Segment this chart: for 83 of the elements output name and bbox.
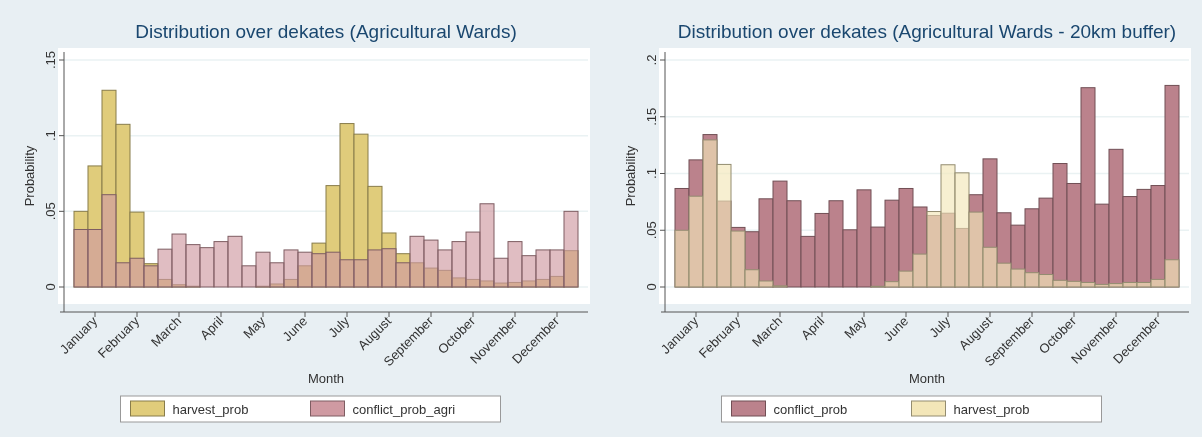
bar [1164,259,1180,288]
bar [1094,283,1110,288]
bar [940,164,956,288]
legend-label: conflict_prob_agri [352,402,456,417]
bar [255,251,271,288]
bar [982,246,998,288]
bar [213,241,229,288]
x-axis-title: Month [908,371,946,386]
bar [758,280,774,288]
bar [521,255,537,288]
bar [493,257,509,288]
legend-label: harvest_prob [953,402,1030,417]
y-tick-label: .2 [644,54,659,66]
chart-title: Distribution over dekates (Agricultural Wards - 20km buffer) [677,21,1177,42]
bar [171,233,187,288]
y-tick-label: 0 [43,283,58,291]
y-tick-label: .15 [644,107,659,126]
bar [409,235,425,288]
y-tick-label: 0 [644,283,659,291]
x-tick-label: May [841,313,870,342]
bar [241,265,257,288]
bar [283,249,299,288]
bar [1010,268,1026,288]
bar [1066,280,1082,288]
bar [185,244,201,288]
bar [423,239,439,288]
y-tick-label: .15 [43,50,58,70]
bar [1052,279,1068,288]
bar [898,270,914,288]
bar [1080,281,1096,288]
bar [101,194,117,288]
bar [269,262,285,288]
bar [535,249,551,288]
bar [1024,272,1040,288]
bar [115,262,131,288]
bar [1108,283,1124,288]
bar [353,259,369,288]
bar [451,241,467,288]
bar [129,257,145,288]
bar [716,163,732,288]
bar [884,281,900,288]
x-tick-label: July [325,313,353,341]
bar [954,172,970,288]
legend-label: harvest_prob [172,402,249,417]
bar [1122,281,1138,288]
bar [465,231,481,288]
bar [157,248,173,288]
bar [744,269,760,288]
bar [87,228,103,288]
legend-label: conflict_prob [773,402,848,417]
bar [227,235,243,288]
y-tick-label: .1 [43,130,58,142]
y-tick-label: .05 [43,202,58,221]
y-tick-label: .1 [644,168,659,179]
y-axis-title: Probability [623,145,638,207]
chart-title: Distribution over dekates (Agricultural Wards) [135,21,517,42]
bar [479,203,495,288]
bar [199,247,215,288]
bar [1150,278,1166,288]
bar [437,249,453,288]
bar [549,249,565,288]
bar [311,253,327,288]
bar [395,262,411,288]
bar [563,210,579,288]
y-axis-title: Probability [22,145,37,207]
x-axis-title: Month [307,371,345,386]
bar [297,251,313,288]
bar [381,248,397,288]
bar [912,253,928,288]
bar [1038,274,1054,288]
y-tick-label: .05 [644,221,659,240]
bar [996,262,1012,288]
x-tick-label: July [926,313,954,341]
bar [73,228,89,288]
bar [688,195,704,288]
bar [507,241,523,288]
x-tick-label: May [240,313,269,342]
bar [674,229,690,288]
bar [367,249,383,288]
bar [325,251,341,288]
bar [1136,281,1152,288]
bar [968,211,984,288]
bar [339,259,355,288]
